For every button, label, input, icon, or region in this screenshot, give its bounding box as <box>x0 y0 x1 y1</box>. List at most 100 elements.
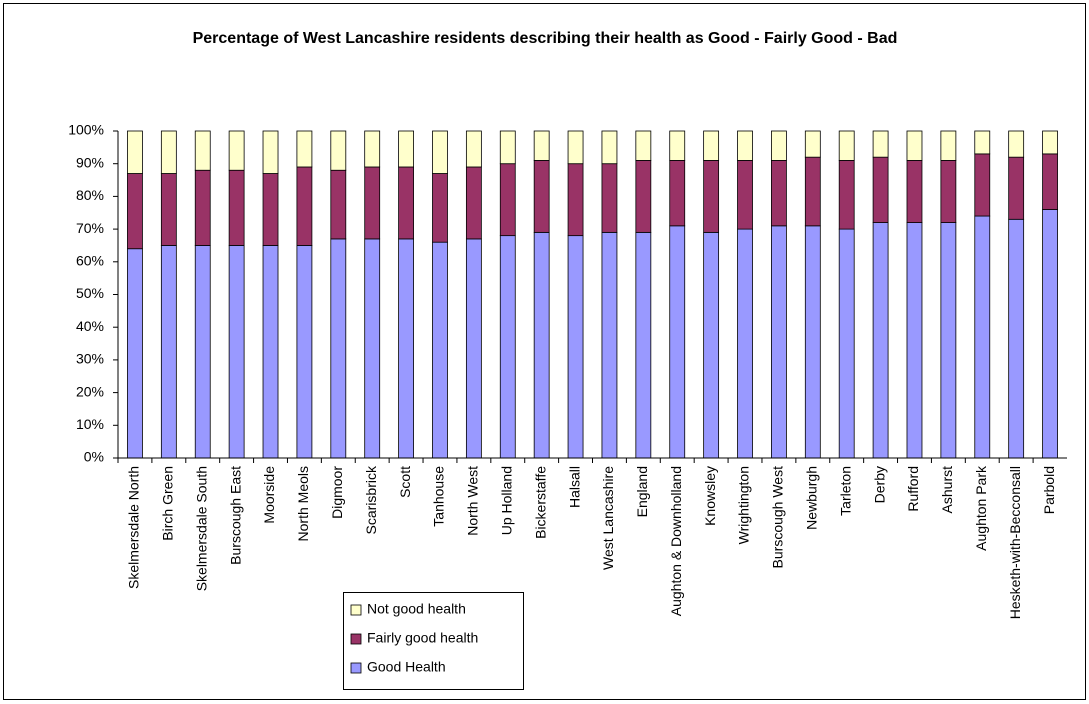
legend-label: Not good health <box>367 601 466 617</box>
y-tick-label: 30% <box>76 351 104 367</box>
y-tick-label: 70% <box>76 220 104 236</box>
bar-segment <box>398 130 414 168</box>
x-tick-label: Derby <box>871 466 887 503</box>
legend-swatch <box>350 604 362 616</box>
bar-segment <box>771 160 787 227</box>
bar-segment <box>601 163 618 233</box>
x-tick-label: Hesketh-with-Becconsall <box>1007 466 1023 619</box>
bar-segment <box>1042 130 1058 155</box>
bar-segment <box>737 130 753 161</box>
bar-segment <box>432 130 448 174</box>
bar-segment <box>296 245 313 459</box>
x-tick-label: Knowsley <box>702 466 718 526</box>
plot-area <box>118 131 1067 458</box>
bar-segment <box>1008 130 1025 158</box>
bar-segment <box>703 130 720 161</box>
bar-segment <box>533 160 550 233</box>
bar-segment <box>330 130 347 171</box>
bar-segment <box>771 225 787 459</box>
bar-segment <box>499 235 516 459</box>
y-tick-label: 50% <box>76 285 104 301</box>
bar-segment <box>194 130 211 171</box>
x-tick-label: Birch Green <box>160 466 176 541</box>
bar-segment <box>127 248 143 459</box>
bar-segment <box>906 160 923 223</box>
bar-segment <box>228 130 245 171</box>
bar-segment <box>398 166 414 240</box>
bar-segment <box>771 130 787 161</box>
x-tick-label: Scott <box>397 466 413 498</box>
bar-segment <box>432 173 448 243</box>
x-tick-label: West Lancashire <box>600 466 616 570</box>
y-tick-label: 10% <box>76 416 104 432</box>
bar-segment <box>567 130 584 165</box>
bar-segment <box>567 163 584 237</box>
y-tick-label: 60% <box>76 253 104 269</box>
bar-segment <box>330 238 347 459</box>
bar-segment <box>432 241 448 459</box>
y-tick-label: 0% <box>84 449 104 465</box>
y-tick-label: 20% <box>76 383 104 399</box>
x-tick-label: Bickerstaffe <box>532 466 548 539</box>
bar-segment <box>872 222 889 459</box>
legend-label: Fairly good health <box>367 630 478 646</box>
bar-segment <box>669 160 686 227</box>
bar-segment <box>160 130 177 174</box>
bar-segment <box>872 156 889 223</box>
bar-segment <box>364 238 381 459</box>
bar-segment <box>296 166 313 246</box>
bar-segment <box>1008 218 1025 459</box>
chart-title: Percentage of West Lancashire residents … <box>192 30 898 47</box>
legend-swatch <box>350 633 362 645</box>
bar-segment <box>872 130 889 158</box>
x-tick-label: Aughton Park <box>973 465 989 551</box>
bar-segment <box>262 245 279 459</box>
bar-segment <box>669 225 686 459</box>
x-tick-label: Tanhouse <box>431 466 447 527</box>
bar-segment <box>703 160 720 233</box>
bar-segment <box>974 153 991 217</box>
bar-segment <box>499 130 516 165</box>
x-tick-label: Digmoor <box>329 466 345 519</box>
bar-segment <box>398 238 414 459</box>
bar-segment <box>194 245 211 459</box>
bar-segment <box>262 130 279 174</box>
bar-segment <box>838 130 855 161</box>
bar-segment <box>737 160 753 230</box>
y-tick-label: 90% <box>76 154 104 170</box>
x-tick-label: England <box>634 466 650 517</box>
bar-segment <box>533 130 550 161</box>
x-tick-label: Skelmersdale South <box>193 466 209 591</box>
bar-segment <box>160 245 177 459</box>
bar-segment <box>838 160 855 230</box>
bar-segment <box>974 215 991 459</box>
bar-segment <box>127 130 143 174</box>
bar-segment <box>364 166 381 240</box>
x-tick-label: Ashurst <box>939 466 955 514</box>
x-tick-label: Aughton & Downholland <box>668 466 684 616</box>
x-tick-label: North Meols <box>295 466 311 541</box>
bar-segment <box>601 130 618 165</box>
bar-segment <box>940 130 957 161</box>
x-tick-label: Up Holland <box>498 466 514 535</box>
bar-segment <box>940 222 957 459</box>
x-tick-label: Halsall <box>566 466 582 508</box>
bar-segment <box>838 228 855 459</box>
x-tick-label: Skelmersdale North <box>126 466 142 589</box>
y-tick-label: 80% <box>76 187 104 203</box>
bar-segment <box>601 231 618 459</box>
y-tick-label: 40% <box>76 318 104 334</box>
x-tick-label: Moorside <box>261 466 277 524</box>
bar-segment <box>194 169 211 246</box>
bar-segment <box>974 130 991 155</box>
bar-segment <box>1042 153 1058 210</box>
bar-segment <box>262 173 279 246</box>
bar-segment <box>465 238 482 459</box>
x-tick-label: Rufford <box>905 466 921 512</box>
bar-segment <box>906 130 923 161</box>
bar-segment <box>906 222 923 459</box>
bar-segment <box>228 169 245 246</box>
bar-segment <box>635 160 652 233</box>
bar-segment <box>669 130 686 161</box>
